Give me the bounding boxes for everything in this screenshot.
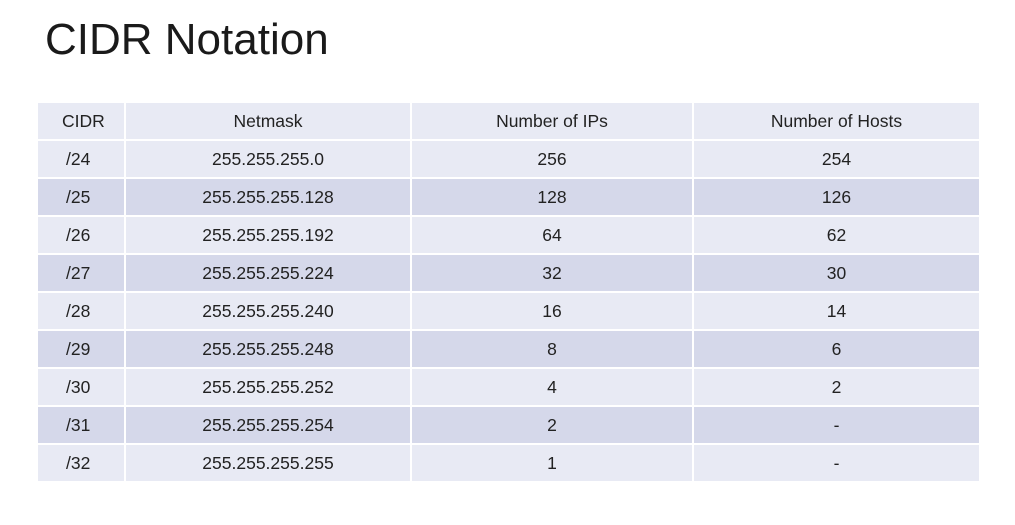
number-of-ips-cell: 64 (410, 215, 694, 255)
table-row: /28 255.255.255.240 16 14 (36, 291, 981, 331)
column-header-netmask: Netmask (124, 101, 412, 141)
netmask-cell: 255.255.255.128 (124, 177, 412, 217)
cidr-cell: /25 (36, 177, 126, 217)
table-row: /27 255.255.255.224 32 30 (36, 253, 981, 293)
number-of-ips-cell: 16 (410, 291, 694, 331)
number-of-ips-cell: 4 (410, 367, 694, 407)
number-of-ips-cell: 1 (410, 443, 694, 483)
number-of-hosts-cell: 14 (692, 291, 981, 331)
column-header-number-of-ips: Number of IPs (410, 101, 694, 141)
cidr-cell: /28 (36, 291, 126, 331)
netmask-cell: 255.255.255.252 (124, 367, 412, 407)
table-header-row: CIDR Netmask Number of IPs Number of Hos… (36, 101, 981, 141)
number-of-ips-cell: 256 (410, 139, 694, 179)
number-of-hosts-cell: - (692, 405, 981, 445)
table-row: /31 255.255.255.254 2 - (36, 405, 981, 445)
number-of-ips-cell: 2 (410, 405, 694, 445)
netmask-cell: 255.255.255.240 (124, 291, 412, 331)
cidr-cell: /29 (36, 329, 126, 369)
page-title: CIDR Notation (45, 15, 329, 64)
netmask-cell: 255.255.255.254 (124, 405, 412, 445)
number-of-hosts-cell: 6 (692, 329, 981, 369)
number-of-ips-cell: 8 (410, 329, 694, 369)
netmask-cell: 255.255.255.0 (124, 139, 412, 179)
netmask-cell: 255.255.255.248 (124, 329, 412, 369)
number-of-ips-cell: 32 (410, 253, 694, 293)
cidr-cell: /31 (36, 405, 126, 445)
number-of-ips-cell: 128 (410, 177, 694, 217)
netmask-cell: 255.255.255.224 (124, 253, 412, 293)
column-header-cidr: CIDR (36, 101, 126, 141)
column-header-number-of-hosts: Number of Hosts (692, 101, 981, 141)
table-row: /32 255.255.255.255 1 - (36, 443, 981, 483)
table-row: /26 255.255.255.192 64 62 (36, 215, 981, 255)
table-row: /25 255.255.255.128 128 126 (36, 177, 981, 217)
number-of-hosts-cell: 2 (692, 367, 981, 407)
table-row: /30 255.255.255.252 4 2 (36, 367, 981, 407)
table-row: /29 255.255.255.248 8 6 (36, 329, 981, 369)
cidr-cell: /24 (36, 139, 126, 179)
number-of-hosts-cell: 30 (692, 253, 981, 293)
cidr-cell: /26 (36, 215, 126, 255)
number-of-hosts-cell: 62 (692, 215, 981, 255)
netmask-cell: 255.255.255.255 (124, 443, 412, 483)
table-row: /24 255.255.255.0 256 254 (36, 139, 981, 179)
netmask-cell: 255.255.255.192 (124, 215, 412, 255)
number-of-hosts-cell: - (692, 443, 981, 483)
number-of-hosts-cell: 126 (692, 177, 981, 217)
cidr-table: CIDR Netmask Number of IPs Number of Hos… (36, 101, 981, 483)
cidr-cell: /27 (36, 253, 126, 293)
cidr-cell: /32 (36, 443, 126, 483)
cidr-cell: /30 (36, 367, 126, 407)
number-of-hosts-cell: 254 (692, 139, 981, 179)
